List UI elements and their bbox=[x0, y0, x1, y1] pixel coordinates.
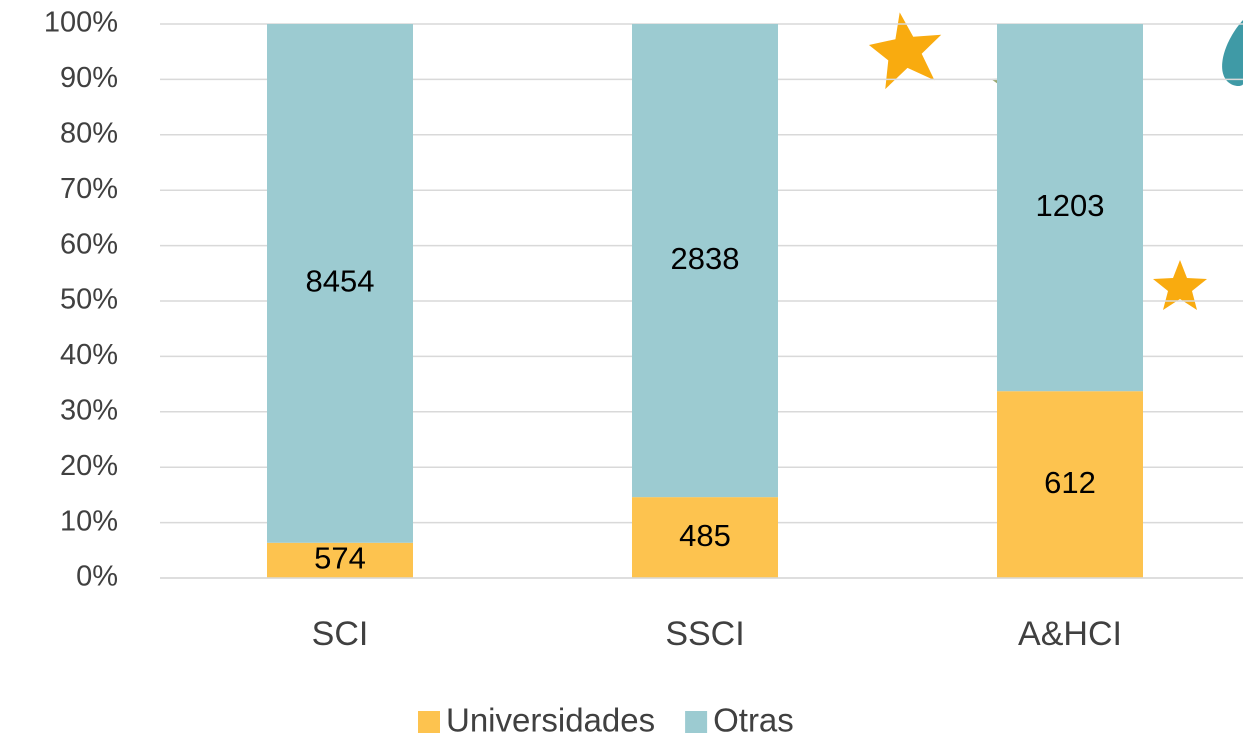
legend-label: Otras bbox=[713, 702, 794, 739]
y-tick-label: 100% bbox=[44, 7, 118, 39]
chart: 0% 10% 20% 30% 40% 50% 60% 70% 80% 90% 100% 574 8454… bbox=[0, 0, 1243, 741]
y-tick-label: 30% bbox=[60, 394, 118, 426]
x-tick-label: SCI bbox=[312, 615, 369, 653]
y-tick-label: 0% bbox=[76, 561, 118, 593]
x-tick-label: A&HCI bbox=[1018, 615, 1122, 653]
y-tick-label: 90% bbox=[60, 62, 118, 94]
legend-label: Universidades bbox=[446, 702, 655, 739]
legend-swatch bbox=[418, 711, 440, 733]
legend-swatch bbox=[685, 711, 707, 733]
y-tick-label: 10% bbox=[60, 505, 118, 537]
data-label: 612 bbox=[1044, 465, 1096, 500]
y-tick-label: 60% bbox=[60, 228, 118, 260]
y-tick-label: 70% bbox=[60, 173, 118, 205]
x-tick-label: SSCI bbox=[665, 615, 744, 653]
y-tick-label: 50% bbox=[60, 284, 118, 316]
data-label: 8454 bbox=[306, 264, 375, 299]
data-label: 574 bbox=[314, 541, 366, 576]
y-tick-label: 20% bbox=[60, 450, 118, 482]
y-tick-label: 40% bbox=[60, 339, 118, 371]
data-label: 2838 bbox=[671, 241, 740, 276]
data-label: 1203 bbox=[1036, 188, 1105, 223]
page: {"chart_data": {"type": "bar", "stacking… bbox=[0, 0, 1243, 741]
data-label: 485 bbox=[679, 518, 731, 553]
y-tick-label: 80% bbox=[60, 117, 118, 149]
